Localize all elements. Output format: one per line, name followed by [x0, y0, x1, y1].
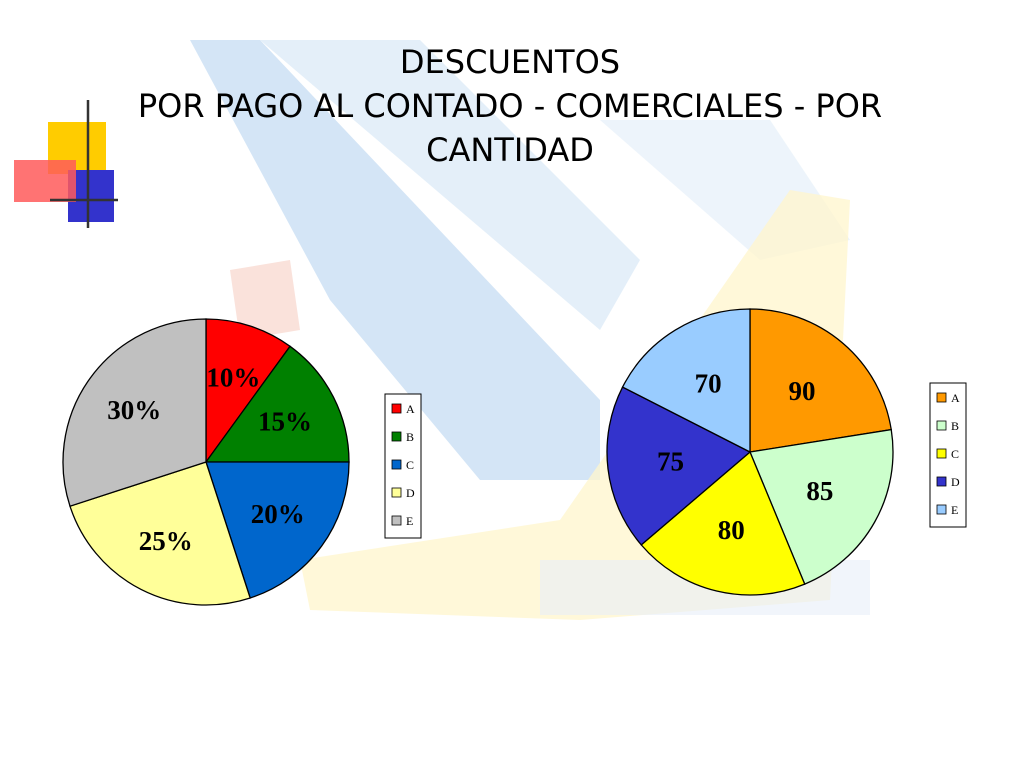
pie-slice-e	[62, 318, 207, 508]
pie-slice-b	[749, 428, 894, 585]
legend-label-e: E	[406, 514, 413, 528]
legend-box	[384, 393, 422, 539]
pie-slice-c	[640, 450, 806, 596]
pie-slice-a	[749, 308, 892, 453]
legend-swatch-a	[936, 392, 947, 403]
legend-label-b: B	[951, 419, 959, 433]
title-line-2: POR PAGO AL CONTADO - COMERCIALES - POR	[137, 87, 883, 125]
pie-slice-d	[69, 461, 252, 606]
legend-swatch-c	[936, 448, 947, 459]
slice-label-a: 10%	[206, 363, 260, 393]
legend-label-d: D	[406, 486, 415, 500]
legend-label-c: C	[406, 458, 414, 472]
slice-label-e: 70	[695, 369, 722, 399]
legend-swatch-b	[936, 420, 947, 431]
slice-label-c: 80	[718, 515, 745, 545]
slice-label-e: 30%	[107, 395, 161, 425]
legend-swatch-e	[936, 504, 947, 515]
legend-swatch-c	[391, 459, 402, 470]
legend-label-c: C	[951, 447, 959, 461]
slice-label-d: 25%	[139, 526, 193, 556]
legend-swatch-e	[391, 515, 402, 526]
legend-label-a: A	[951, 391, 960, 405]
legend-label-a: A	[406, 402, 415, 416]
legend-swatch-a	[391, 403, 402, 414]
title-line-3: CANTIDAD	[426, 131, 594, 169]
legend-box	[929, 382, 967, 528]
slide-title: DESCUENTOS POR PAGO AL CONTADO - COMERCI…	[60, 40, 960, 172]
legend-swatch-d	[391, 487, 402, 498]
pie-slice-a	[205, 318, 291, 465]
legend-label-e: E	[951, 503, 958, 517]
legend-swatch-d	[936, 476, 947, 487]
pie-slice-d	[606, 386, 752, 546]
title-line-1: DESCUENTOS	[399, 43, 621, 81]
pie-slice-c	[205, 461, 350, 599]
slice-label-b: 15%	[258, 407, 312, 437]
pie-slice-b	[204, 345, 350, 463]
corner-ornament	[14, 100, 118, 228]
slice-label-c: 20%	[251, 499, 305, 529]
slice-label-a: 90	[789, 376, 816, 406]
pie-slice-e	[621, 308, 751, 454]
slice-label-b: 85	[806, 476, 833, 506]
legend-label-d: D	[951, 475, 960, 489]
legend-swatch-b	[391, 431, 402, 442]
legend-label-b: B	[406, 430, 414, 444]
slice-label-d: 75	[657, 446, 684, 476]
